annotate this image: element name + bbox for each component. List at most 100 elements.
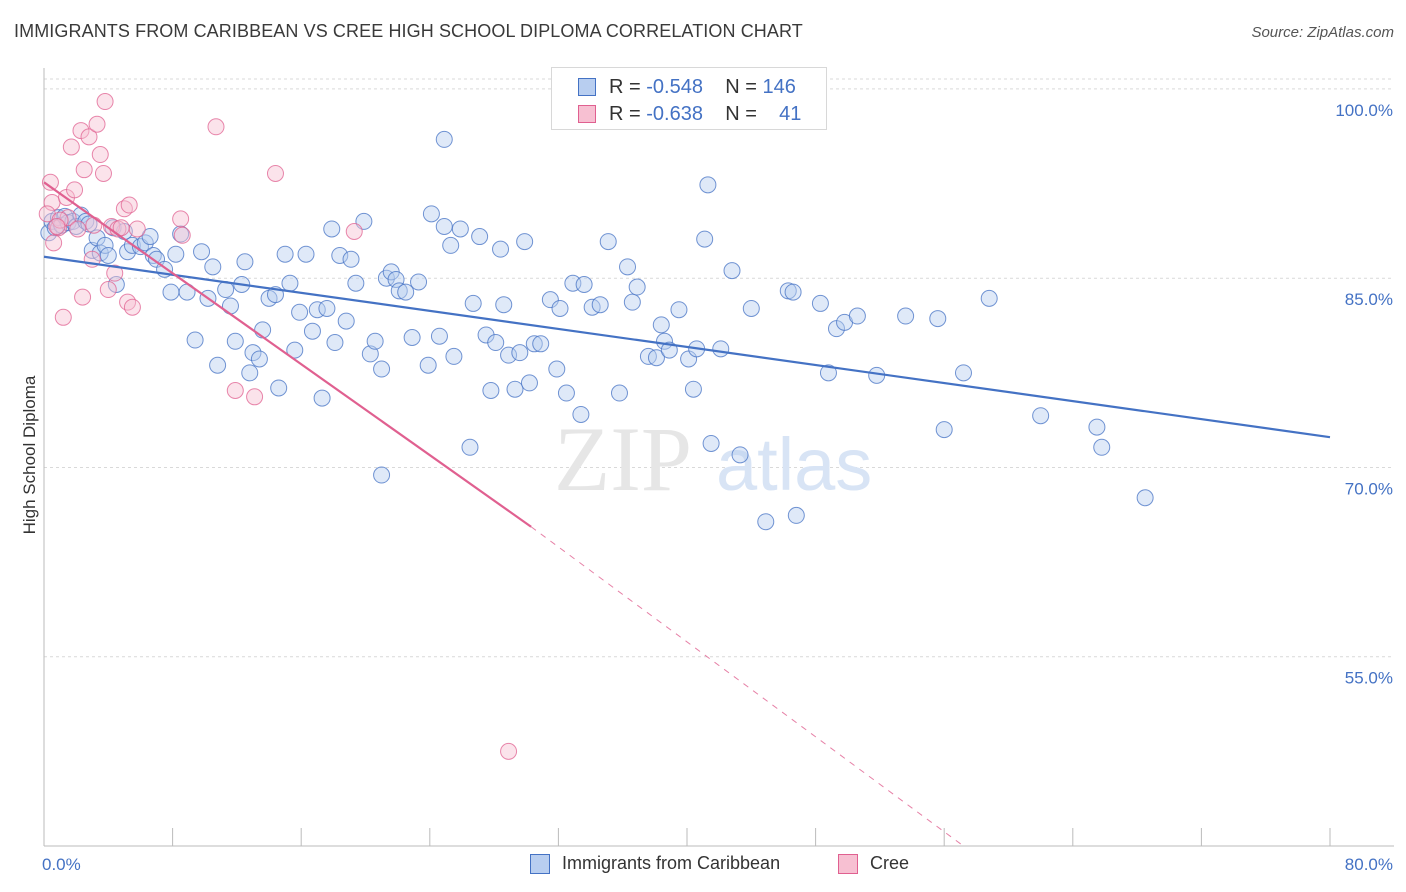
caribbean-point (303, 322, 321, 340)
source-label: Source: ZipAtlas.com (1251, 24, 1394, 41)
caribbean-trendline (43, 255, 1331, 439)
axes (43, 68, 1394, 847)
cree-point (207, 118, 225, 136)
caribbean-point (954, 364, 972, 382)
correlation-legend: R = -0.548 N = 146 R = -0.638 N = 41 (551, 67, 827, 130)
caribbean-point (1093, 438, 1111, 456)
caribbean-point (702, 434, 720, 452)
y-tick-label: 70.0% (1345, 479, 1393, 498)
caribbean-point (516, 233, 534, 251)
caribbean-point (167, 245, 185, 263)
cree-point (88, 115, 106, 133)
cree-point (123, 298, 141, 316)
caribbean-point (520, 374, 538, 392)
caribbean-point (647, 349, 665, 367)
cree-point (74, 288, 92, 306)
caribbean-point (226, 332, 244, 350)
caribbean-point (403, 328, 421, 346)
cree-point (80, 128, 98, 146)
cree-point (94, 164, 112, 182)
caribbean-point (193, 243, 211, 261)
caribbean-point (313, 389, 331, 407)
caribbean-point (670, 301, 688, 319)
caribbean-point (250, 350, 268, 368)
caribbean-point (610, 384, 628, 402)
caribbean-point (787, 506, 805, 524)
cree-point (66, 181, 84, 199)
caribbean-point (541, 291, 559, 309)
caribbean-point (696, 230, 714, 248)
cree-point (85, 216, 103, 234)
cree-point (41, 173, 59, 191)
watermark: ZIP atlas (554, 408, 872, 510)
caribbean-point (819, 364, 837, 382)
x-tick-label: 0.0% (42, 855, 81, 874)
watermark-zip: ZIP (554, 408, 692, 510)
caribbean-point (397, 283, 415, 301)
cree-point (45, 234, 63, 252)
cree-point (75, 161, 93, 179)
caribbean-point (684, 380, 702, 398)
caribbean-point (723, 262, 741, 280)
x-tick-label: 80.0% (1345, 855, 1393, 874)
caribbean-point (204, 258, 222, 276)
caribbean-point (511, 344, 529, 362)
cree-point (69, 220, 87, 238)
caribbean-point (387, 270, 405, 288)
legend-label-cree: Cree (870, 853, 910, 873)
caribbean-point (430, 327, 448, 345)
caribbean-point (935, 421, 953, 439)
caribbean-point (461, 438, 479, 456)
caribbean-point (236, 253, 254, 271)
caribbean-point (1136, 489, 1154, 507)
caribbean-point (331, 246, 349, 264)
caribbean-point (276, 245, 294, 263)
caribbean-point (492, 240, 510, 258)
caribbean-point (464, 294, 482, 312)
caribbean-point (99, 246, 117, 264)
y-axis-label: High School Diploma (20, 375, 39, 534)
caribbean-point (373, 360, 391, 378)
caribbean-point (435, 130, 453, 148)
caribbean-point (506, 380, 524, 398)
caribbean-point (186, 331, 204, 349)
caribbean-point (435, 217, 453, 235)
caribbean-point (784, 283, 802, 301)
r-label: R = (609, 76, 641, 98)
caribbean-point (628, 278, 646, 296)
cree-point (128, 220, 146, 238)
caribbean-point (209, 356, 227, 374)
caribbean-point (96, 236, 114, 254)
caribbean-point (241, 364, 259, 382)
cree-point (48, 217, 66, 235)
caribbean-point (980, 289, 998, 307)
cree-point (54, 308, 72, 326)
caribbean-point (731, 446, 749, 464)
caribbean-point (390, 282, 408, 300)
cree-point (266, 164, 284, 182)
n-value: 41 (779, 103, 802, 125)
cree-point (62, 138, 80, 156)
caribbean-point (1088, 418, 1106, 436)
cree-point (119, 293, 137, 311)
caribbean-point (286, 341, 304, 359)
caribbean-point (591, 296, 609, 314)
n-label: N = (725, 76, 757, 98)
cree-point (99, 281, 117, 299)
caribbean-point (699, 176, 717, 194)
caribbean-point (557, 384, 575, 402)
caribbean-point (442, 236, 460, 254)
y-tick-label: 85.0% (1345, 290, 1393, 309)
caribbean-point (141, 228, 159, 246)
data-points (38, 93, 1154, 760)
r-label: R = (609, 103, 641, 125)
n-value: 146 (762, 76, 796, 98)
cree-point (120, 196, 138, 214)
r-value: -0.638 (646, 103, 703, 125)
caribbean-point (548, 360, 566, 378)
caribbean-point (742, 299, 760, 317)
trend-lines (43, 181, 1331, 847)
caribbean-point (929, 310, 947, 328)
caribbean-point (575, 276, 593, 294)
